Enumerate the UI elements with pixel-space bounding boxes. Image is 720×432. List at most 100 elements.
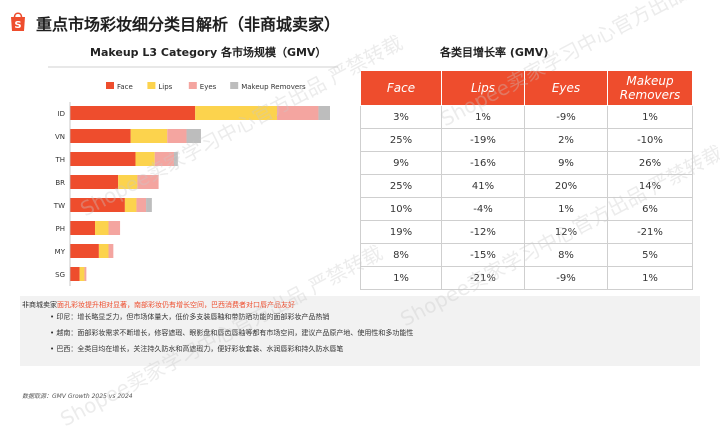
table-title: 各类目增长率 (GMV): [440, 46, 549, 59]
notes-headline: 非商城卖家面孔彩妆提升相对显著，南部彩妆仍有增长空间，巴西消费者对口唇产品友好: [22, 300, 295, 310]
table-cell: 1%: [607, 105, 693, 129]
header-eyes: Eyes: [524, 70, 608, 106]
bar-vn-lips: [130, 129, 168, 143]
bar-ph-face: [70, 221, 96, 235]
table-cell: 10%: [360, 197, 442, 221]
bar-tw-eyes: [136, 198, 147, 212]
legend-swatch-makeup-removers: [230, 82, 239, 89]
table-cell: 8%: [360, 243, 442, 267]
table-row: 9% -16% 9% 26%: [360, 151, 693, 175]
page-title: 重点市场彩妆细分类目解析（非商城卖家）: [36, 15, 341, 34]
table-cell: 1%: [441, 105, 525, 129]
bar-sg-lips: [79, 267, 85, 281]
bar-id-eyes: [277, 106, 319, 120]
table-cell: 20%: [524, 174, 608, 198]
table-cell: 25%: [360, 174, 442, 198]
list-item: 印尼：增长略显乏力，但市场体量大，低价多支装唇釉和带防晒功能的面部彩妆产品热销: [50, 312, 413, 322]
bar-vn-eyes: [167, 129, 187, 143]
bar-br-lips: [118, 175, 138, 189]
bar-tw-makeup-removers: [146, 198, 152, 212]
bar-th-face: [70, 152, 136, 166]
table-cell: 8%: [524, 243, 608, 267]
table-cell: -9%: [524, 105, 608, 129]
table-cell: -16%: [441, 151, 525, 175]
table-cell: 6%: [607, 197, 693, 221]
shopee-logo-icon: S: [11, 12, 25, 31]
notes-list: 印尼：增长略显乏力，但市场体量大，低价多支装唇釉和带防晒功能的面部彩妆产品热销 …: [50, 312, 413, 360]
table-cell: -10%: [607, 128, 693, 152]
bar-tw-face: [70, 198, 125, 212]
legend-swatch-face: [106, 82, 114, 89]
bar-vn-face: [70, 129, 131, 143]
table-cell: 1%: [360, 266, 442, 290]
header-makeup-removers: Makeup Removers: [607, 70, 693, 106]
title-divider: [48, 66, 338, 68]
table-cell: 25%: [360, 128, 442, 152]
table-row: 25% -19% 2% -10%: [360, 128, 693, 152]
bar-my-lips: [98, 244, 109, 258]
y-tick-label: PH: [56, 225, 66, 233]
table-cell: -4%: [441, 197, 525, 221]
table-row: 1% -21% -9% 1%: [360, 266, 693, 290]
bar-br-eyes: [137, 175, 159, 189]
bar-sg-face: [70, 267, 80, 281]
legend-label: Lips: [158, 83, 172, 91]
bar-my-face: [70, 244, 99, 258]
notes-intro: 非商城卖家: [22, 301, 57, 309]
table-cell: 19%: [360, 220, 442, 244]
y-tick-label: MY: [55, 248, 66, 256]
legend-label: Face: [117, 83, 133, 91]
table-row: 3% 1% -9% 1%: [360, 105, 693, 129]
table-cell: 3%: [360, 105, 442, 129]
bar-id-lips: [195, 106, 278, 120]
table-cell: -9%: [524, 266, 608, 290]
table-cell: 12%: [524, 220, 608, 244]
bar-br-face: [70, 175, 119, 189]
bar-th-makeup-removers: [174, 152, 178, 166]
bar-ph-eyes: [108, 221, 121, 235]
bar-id-face: [70, 106, 196, 120]
y-tick-label: BR: [55, 179, 65, 187]
list-item: 越南：面部彩妆需求不断增长，修容遮瑕、眼影盘和唇齿唇釉等都有市场空间，建议产品原…: [50, 328, 413, 338]
y-tick-label: VN: [55, 133, 65, 141]
bar-my-eyes: [108, 244, 114, 258]
list-item: 巴西：全类目均在增长，关注持久防水和高遮瑕力，便好彩妆套装、水润唇彩和持久防水唇…: [50, 344, 413, 354]
table-cell: -15%: [441, 243, 525, 267]
chart-title: Makeup L3 Category 各市场规模（GMV）: [90, 46, 327, 59]
table-row: 8% -15% 8% 5%: [360, 243, 693, 267]
table-cell: 1%: [607, 266, 693, 290]
y-tick-label: TW: [53, 202, 65, 210]
stacked-bar-chart: Face Lips Eyes Makeup Removers ID VN TH BR TW PH M…: [53, 82, 330, 286]
table-cell: 5%: [607, 243, 693, 267]
table-cell: 14%: [607, 174, 693, 198]
y-tick-label: TH: [54, 156, 65, 164]
bar-th-eyes: [154, 152, 174, 166]
table-row: 10% -4% 1% 6%: [360, 197, 693, 221]
bar-vn-makeup-removers: [186, 129, 201, 143]
bar-id-makeup-removers: [318, 106, 330, 120]
table-cell: 26%: [607, 151, 693, 175]
bar-sg-eyes: [84, 267, 87, 281]
bar-th-lips: [135, 152, 155, 166]
table-cell: 2%: [524, 128, 608, 152]
legend-swatch-lips: [147, 82, 156, 89]
growth-table: Face Lips Eyes Makeup Removers 3% 1% -9%…: [360, 70, 693, 290]
table-cell: 41%: [441, 174, 525, 198]
table-row: 19% -12% 12% -21%: [360, 220, 693, 244]
bar-tw-lips: [124, 198, 137, 212]
table-cell: -21%: [607, 220, 693, 244]
table-header-row: Face Lips Eyes Makeup Removers: [360, 70, 693, 106]
table-cell: -19%: [441, 128, 525, 152]
svg-text:S: S: [14, 20, 21, 31]
legend-swatch-eyes: [188, 82, 197, 89]
table-cell: 9%: [524, 151, 608, 175]
legend-label: Eyes: [200, 83, 217, 91]
y-tick-label: ID: [58, 110, 65, 118]
table-cell: -12%: [441, 220, 525, 244]
notes-highlight: 面孔彩妆提升相对显著，南部彩妆仍有增长空间，巴西消费者对口唇产品友好: [57, 301, 295, 309]
header-lips: Lips: [441, 70, 525, 106]
notes-box: 非商城卖家面孔彩妆提升相对显著，南部彩妆仍有增长空间，巴西消费者对口唇产品友好 …: [20, 296, 700, 366]
header-face: Face: [360, 70, 442, 106]
y-tick-label: SG: [55, 271, 65, 279]
table-cell: 9%: [360, 151, 442, 175]
